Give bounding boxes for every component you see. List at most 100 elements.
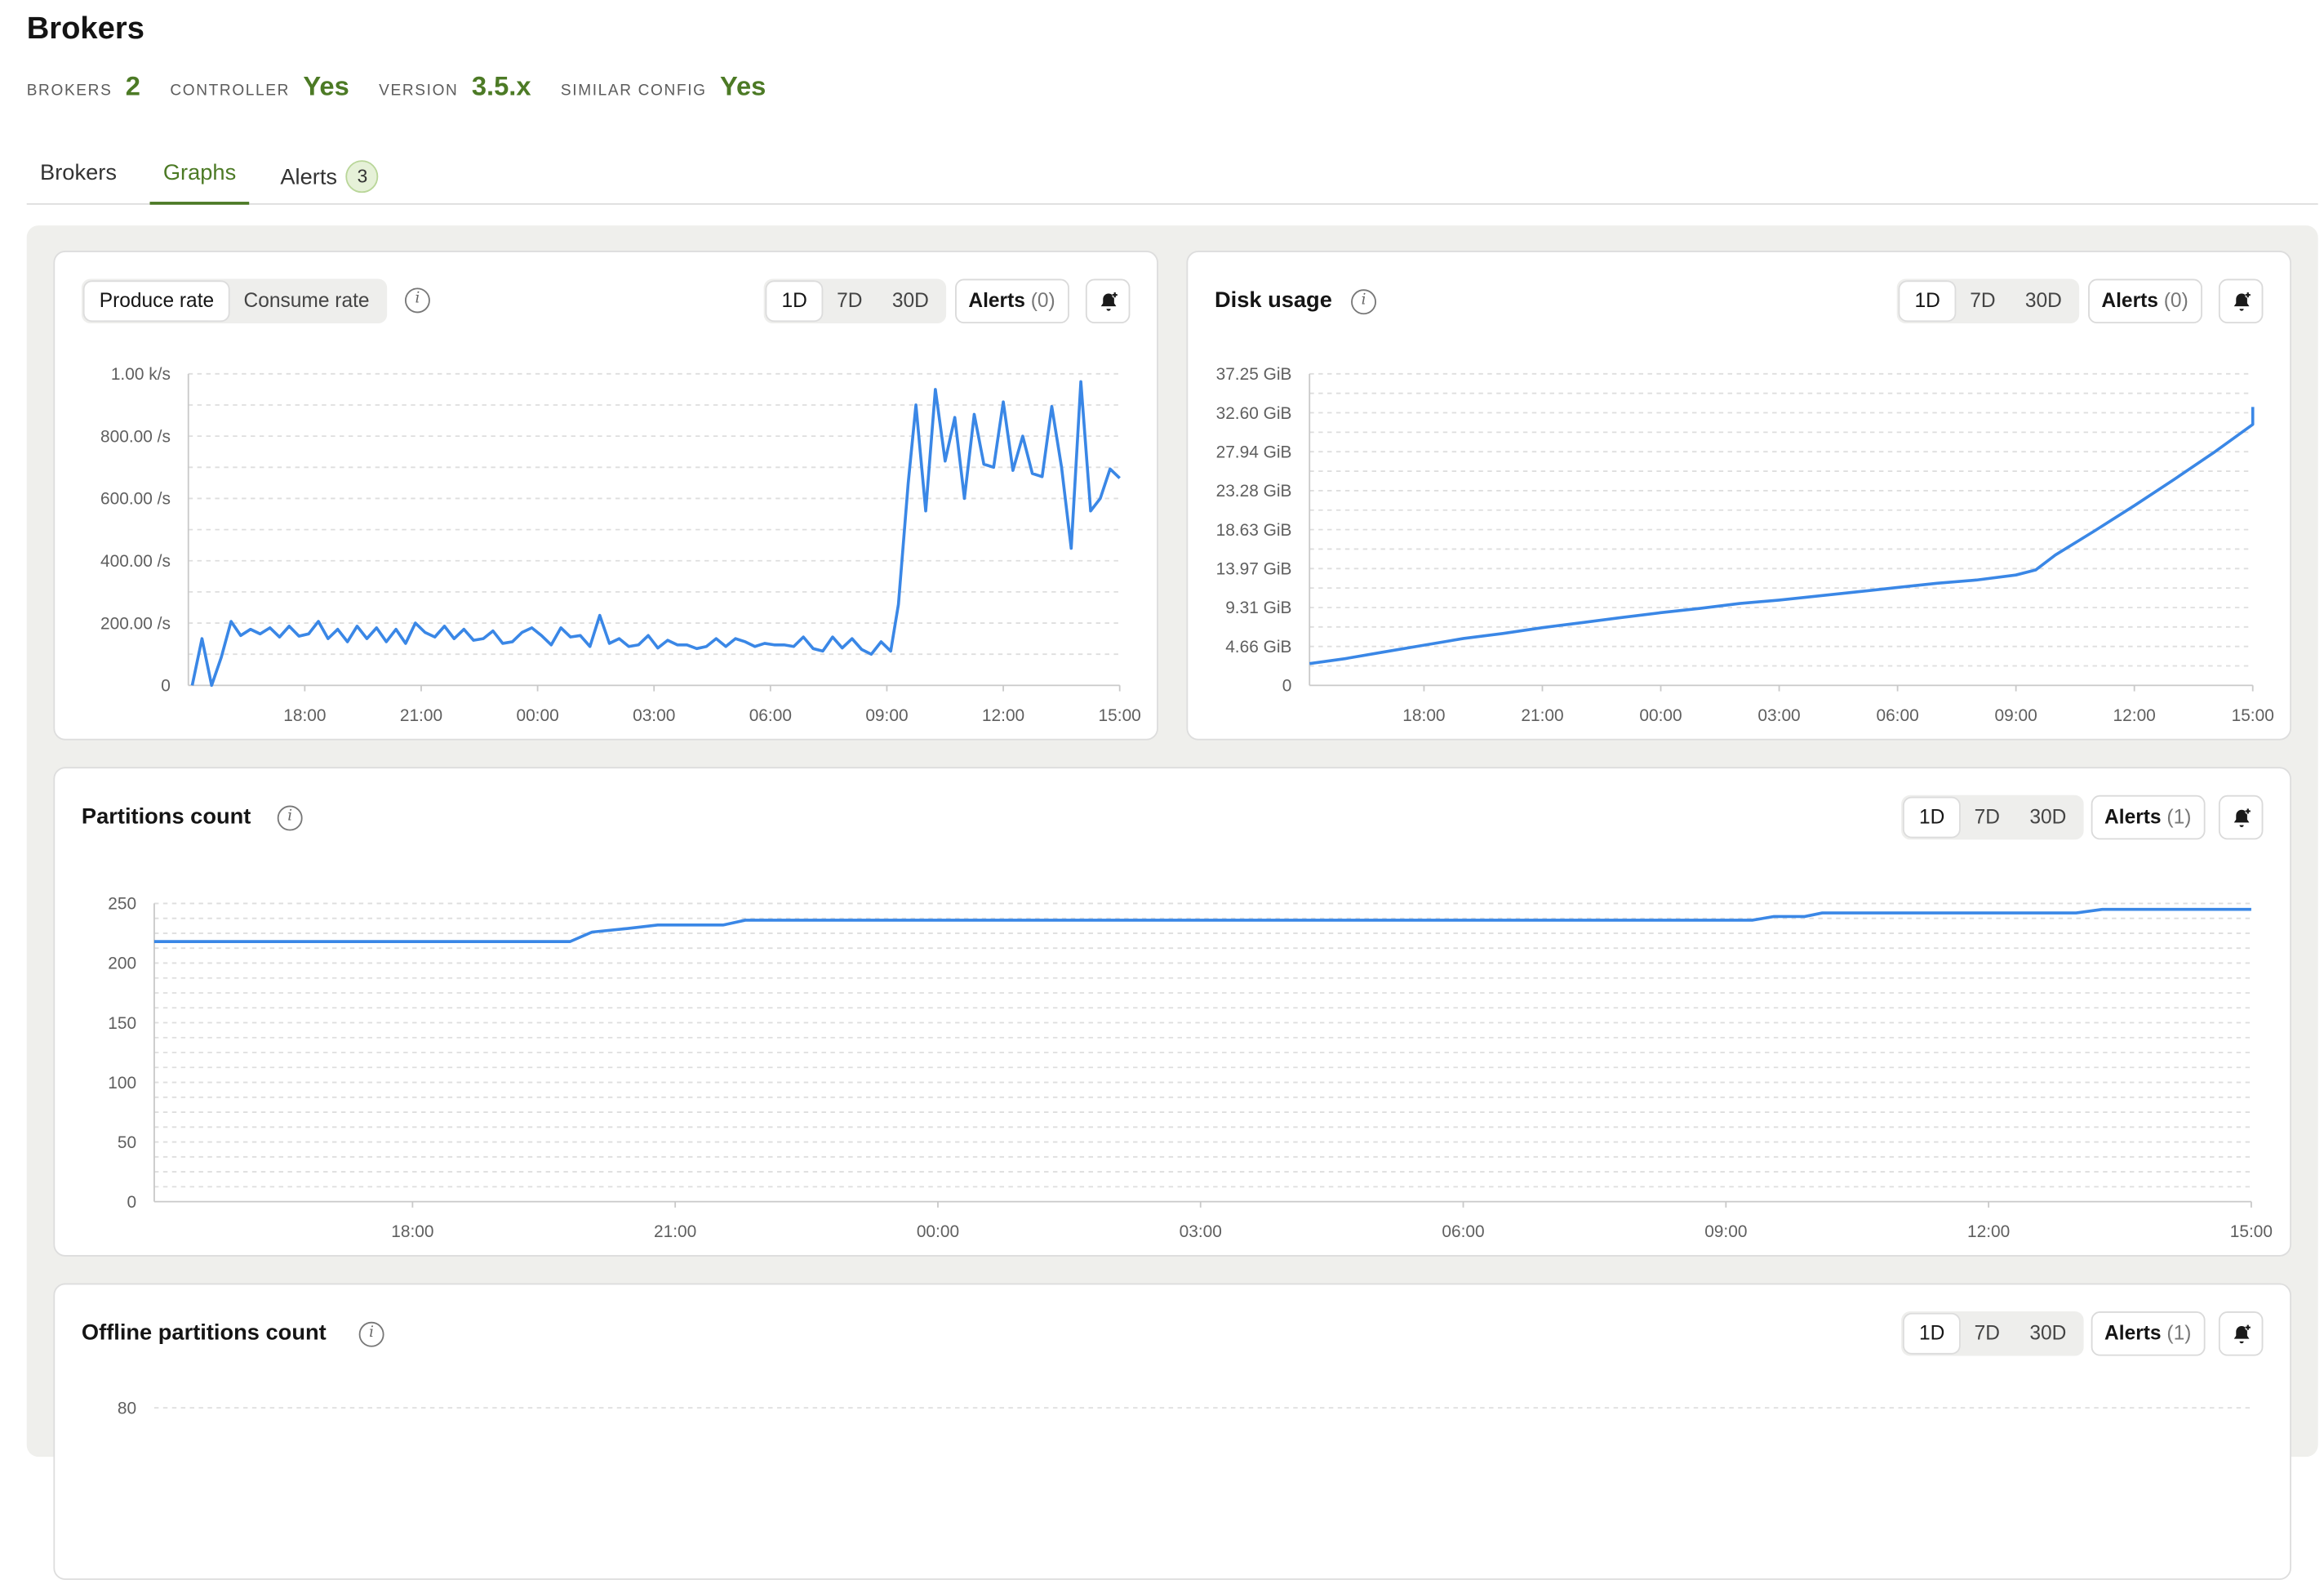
- x-tick-label: 15:00: [1099, 706, 1141, 725]
- series-line: [190, 380, 1121, 688]
- range-30d-button[interactable]: 30D: [891, 289, 929, 312]
- x-tick-label: 21:00: [400, 706, 442, 725]
- offline-partitions-chart: 80: [118, 1399, 2251, 1418]
- x-tick-label: 18:00: [1402, 706, 1445, 725]
- offline-partitions-card: Offline partitions count i 1D 7D 30D Ale…: [53, 1283, 2291, 1580]
- stat-label-brokers: BROKERS: [26, 81, 113, 100]
- x-tick-label: 06:00: [1876, 706, 1918, 725]
- range-7d-button[interactable]: 7D: [1974, 1321, 2001, 1345]
- y-tick-label: 13.97 GiB: [1216, 560, 1292, 579]
- stat-label-controller: CONTROLLER: [170, 81, 291, 100]
- offline-range-toggle: 1D 7D 30D: [1901, 1311, 2085, 1356]
- x-tick-label: 09:00: [865, 706, 908, 725]
- y-tick-label: 50: [118, 1133, 136, 1152]
- y-tick-label: 400.00 /s: [100, 552, 171, 571]
- y-tick-label: 150: [108, 1014, 136, 1033]
- x-tick-label: 06:00: [1442, 1222, 1484, 1241]
- range-7d-button[interactable]: 7D: [1970, 289, 1996, 312]
- card-title: Partitions count: [81, 803, 251, 830]
- tab-brokers-label: Brokers: [40, 160, 117, 186]
- rate-alerts-button[interactable]: Alerts (0): [955, 278, 1069, 324]
- x-tick-label: 00:00: [516, 706, 558, 725]
- y-tick-label: 27.94 GiB: [1216, 443, 1292, 461]
- y-tick-label: 0: [1282, 677, 1292, 696]
- x-tick-label: 00:00: [917, 1222, 959, 1241]
- y-tick-label: 1.00 k/s: [111, 365, 171, 384]
- alerts-button-count: (0): [2163, 289, 2188, 312]
- partitions-alerts-button[interactable]: Alerts (1): [2091, 794, 2205, 840]
- add-alert-button[interactable]: [2218, 278, 2264, 324]
- info-icon[interactable]: i: [277, 805, 303, 831]
- y-tick-label: 80: [118, 1399, 136, 1418]
- y-tick-label: 37.25 GiB: [1216, 365, 1292, 384]
- add-alert-button[interactable]: [2218, 1311, 2264, 1356]
- consume-rate-button[interactable]: Consume rate: [243, 289, 370, 312]
- y-tick-label: 250: [108, 895, 136, 914]
- y-tick-label: 200.00 /s: [100, 614, 171, 633]
- rate-range-toggle: 1D 7D 30D: [763, 278, 947, 324]
- range-30d-button[interactable]: 30D: [2024, 289, 2062, 312]
- alerts-button-label: Alerts: [2101, 289, 2158, 312]
- add-alert-button[interactable]: [2218, 794, 2264, 840]
- x-tick-label: 21:00: [1521, 706, 1563, 725]
- page-title: Brokers: [26, 11, 144, 47]
- x-tick-label: 15:00: [2230, 1222, 2273, 1241]
- disk-usage-chart: 0 4.66 GiB 9.31 GiB 13.97 GiB 18.63 GiB 23.28…: [1216, 365, 2274, 725]
- rate-card: Produce rate Consume rate i 1D 7D 30D Al…: [53, 251, 1158, 741]
- rate-metric-toggle: Produce rate Consume rate: [81, 278, 388, 324]
- range-1d-button[interactable]: 1D: [767, 282, 822, 321]
- tab-alerts[interactable]: Alerts 3: [280, 149, 379, 205]
- range-1d-button[interactable]: 1D: [1900, 282, 1956, 321]
- range-7d-button[interactable]: 7D: [837, 289, 863, 312]
- y-tick-label: 4.66 GiB: [1225, 638, 1291, 656]
- y-tick-label: 800.00 /s: [100, 427, 171, 446]
- range-7d-button[interactable]: 7D: [1974, 805, 2001, 828]
- alerts-button-label: Alerts: [2104, 1321, 2162, 1345]
- disk-alerts-button[interactable]: Alerts (0): [2088, 278, 2202, 324]
- partitions-count-card: Partitions count i 1D 7D 30D Alerts (1) …: [53, 767, 2291, 1257]
- tab-brokers[interactable]: Brokers: [40, 149, 117, 205]
- series-line: [1309, 407, 2255, 665]
- info-icon[interactable]: i: [358, 1321, 384, 1347]
- tab-graphs[interactable]: Graphs: [149, 149, 250, 205]
- alerts-button-count: (1): [2166, 1321, 2192, 1345]
- x-tick-label: 06:00: [749, 706, 792, 725]
- graphs-panel: Produce rate Consume rate i 1D 7D 30D Al…: [26, 225, 2318, 1580]
- range-1d-button[interactable]: 1D: [1904, 798, 1960, 837]
- range-30d-button[interactable]: 30D: [2029, 805, 2067, 828]
- x-tick-label: 15:00: [2232, 706, 2274, 725]
- broker-stats: BROKERS 2 CONTROLLER Yes VERSION 3.5.x S…: [27, 71, 796, 102]
- info-icon[interactable]: i: [1351, 289, 1376, 315]
- y-tick-label: 18.63 GiB: [1216, 521, 1292, 540]
- y-tick-label: 200: [108, 955, 136, 973]
- x-tick-label: 00:00: [1639, 706, 1682, 725]
- alerts-button-count: (1): [2166, 805, 2192, 828]
- x-tick-label: 12:00: [2113, 706, 2156, 725]
- offline-alerts-button[interactable]: Alerts (1): [2091, 1311, 2205, 1356]
- partitions-count-chart: 0 50 100 150 200 250 18:00 21:00 00:00 03:00 06:00…: [108, 895, 2273, 1242]
- info-icon[interactable]: i: [404, 287, 430, 314]
- range-30d-button[interactable]: 30D: [2029, 1321, 2067, 1345]
- bell-plus-icon: [2233, 808, 2251, 828]
- x-tick-label: 03:00: [1757, 706, 1800, 725]
- alerts-button-label: Alerts: [2104, 805, 2162, 828]
- x-tick-label: 18:00: [283, 706, 326, 725]
- y-tick-label: 32.60 GiB: [1216, 404, 1292, 423]
- stat-label-similar-config: SIMILAR CONFIG: [560, 81, 707, 100]
- card-title: Offline partitions count: [81, 1320, 327, 1346]
- x-tick-label: 21:00: [654, 1222, 696, 1241]
- tab-graphs-label: Graphs: [162, 160, 237, 186]
- range-1d-button[interactable]: 1D: [1904, 1314, 1960, 1353]
- y-tick-label: 100: [108, 1074, 136, 1093]
- stat-value-controller: Yes: [303, 71, 349, 101]
- y-tick-label: 23.28 GiB: [1216, 482, 1292, 501]
- produce-rate-button[interactable]: Produce rate: [84, 282, 229, 321]
- alerts-button-label: Alerts: [968, 289, 1025, 312]
- stat-value-version: 3.5.x: [471, 71, 531, 101]
- x-tick-label: 12:00: [982, 706, 1024, 725]
- alerts-count-badge: 3: [345, 160, 379, 194]
- produce-rate-chart: 0 200.00 /s 400.00 /s 600.00 /s 800.00 /s 1.0…: [100, 365, 1141, 725]
- x-tick-label: 03:00: [633, 706, 675, 725]
- add-alert-button[interactable]: [1085, 278, 1131, 324]
- x-tick-label: 18:00: [391, 1222, 433, 1241]
